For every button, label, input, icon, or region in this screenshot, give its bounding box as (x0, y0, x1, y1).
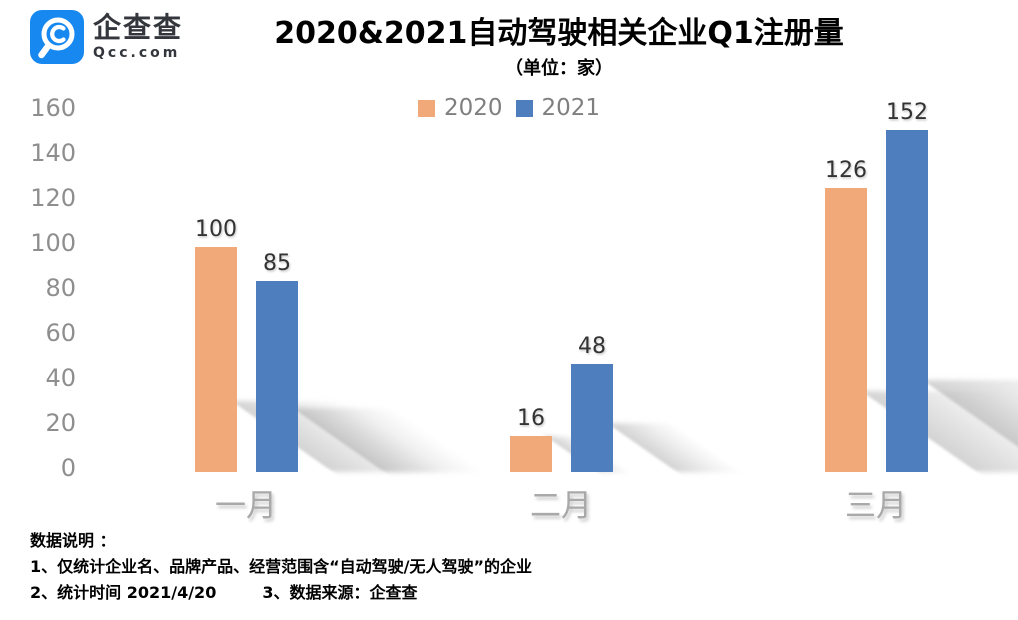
legend-item-2021: 2021 (515, 95, 601, 121)
footnote-3: 3、数据来源：企查查 (262, 583, 418, 602)
title-block: 2020&2021自动驾驶相关企业Q1注册量 （单位：家） (100, 16, 1018, 80)
footnotes: 数据说明 ： 1、仅统计企业名、品牌产品、经营范围含“自动驾驶/无人驾驶”的企业… (30, 528, 532, 606)
chart-unit-label: （单位：家） (505, 58, 613, 79)
bar-2021-group1 (256, 281, 298, 472)
bar-value-label: 16 (517, 406, 545, 431)
legend-swatch-2020 (417, 99, 435, 117)
chart-title: 2020&2021自动驾驶相关企业Q1注册量 (274, 16, 844, 51)
footnote-1: 1、仅统计企业名、品牌产品、经营范围含“自动驾驶/无人驾驶”的企业 (30, 557, 533, 576)
legend-item-2020: 2020 (417, 95, 503, 121)
bar-value-label: 126 (825, 158, 867, 183)
y-axis-tick-label: 60 (45, 319, 76, 347)
y-axis-tick-label: 160 (30, 94, 76, 122)
x-axis-category-label: 一月 (215, 488, 277, 524)
y-axis-tick-label: 20 (45, 409, 76, 437)
legend-label-2020: 2020 (443, 95, 503, 121)
y-axis-tick-label: 0 (60, 454, 76, 482)
x-axis-category-label: 三月 (845, 488, 907, 524)
legend-swatch-2021 (515, 99, 533, 117)
bar-2020-group3 (825, 188, 867, 472)
y-axis-tick-label: 120 (30, 184, 76, 212)
y-axis-tick-label: 80 (45, 274, 76, 302)
bar-value-label: 152 (886, 100, 928, 125)
bar-value-label: 48 (578, 334, 606, 359)
bar-value-label: 85 (263, 251, 291, 276)
bar-2020-group1 (195, 247, 237, 472)
y-axis-tick-label: 140 (30, 139, 76, 167)
bar-2021-group3 (886, 130, 928, 472)
chart-legend: 2020 2021 (0, 95, 1018, 121)
legend-label-2021: 2021 (541, 95, 601, 121)
qcc-brand: 企查查 Qcc.com (30, 10, 183, 64)
brand-text: 企查查 Qcc.com (93, 11, 183, 61)
qcc-logo-icon (30, 10, 84, 64)
bar-2020-group2 (510, 436, 552, 472)
y-axis-tick-label: 100 (30, 229, 76, 257)
brand-domain: Qcc.com (93, 45, 181, 61)
bar-value-label: 100 (195, 217, 237, 242)
footnote-heading: 数据说明 ： (30, 531, 116, 550)
y-axis-tick-label: 40 (45, 364, 76, 392)
brand-name: 企查查 (93, 11, 184, 44)
footnote-row: 2、统计时间 2021/4/20 3、数据来源：企查查 (30, 580, 532, 606)
bar-2021-group2 (571, 364, 613, 472)
x-axis-category-label: 二月 (530, 488, 592, 524)
bar-shadow (607, 423, 746, 472)
footnote-2: 2、统计时间 2021/4/20 (30, 583, 217, 602)
